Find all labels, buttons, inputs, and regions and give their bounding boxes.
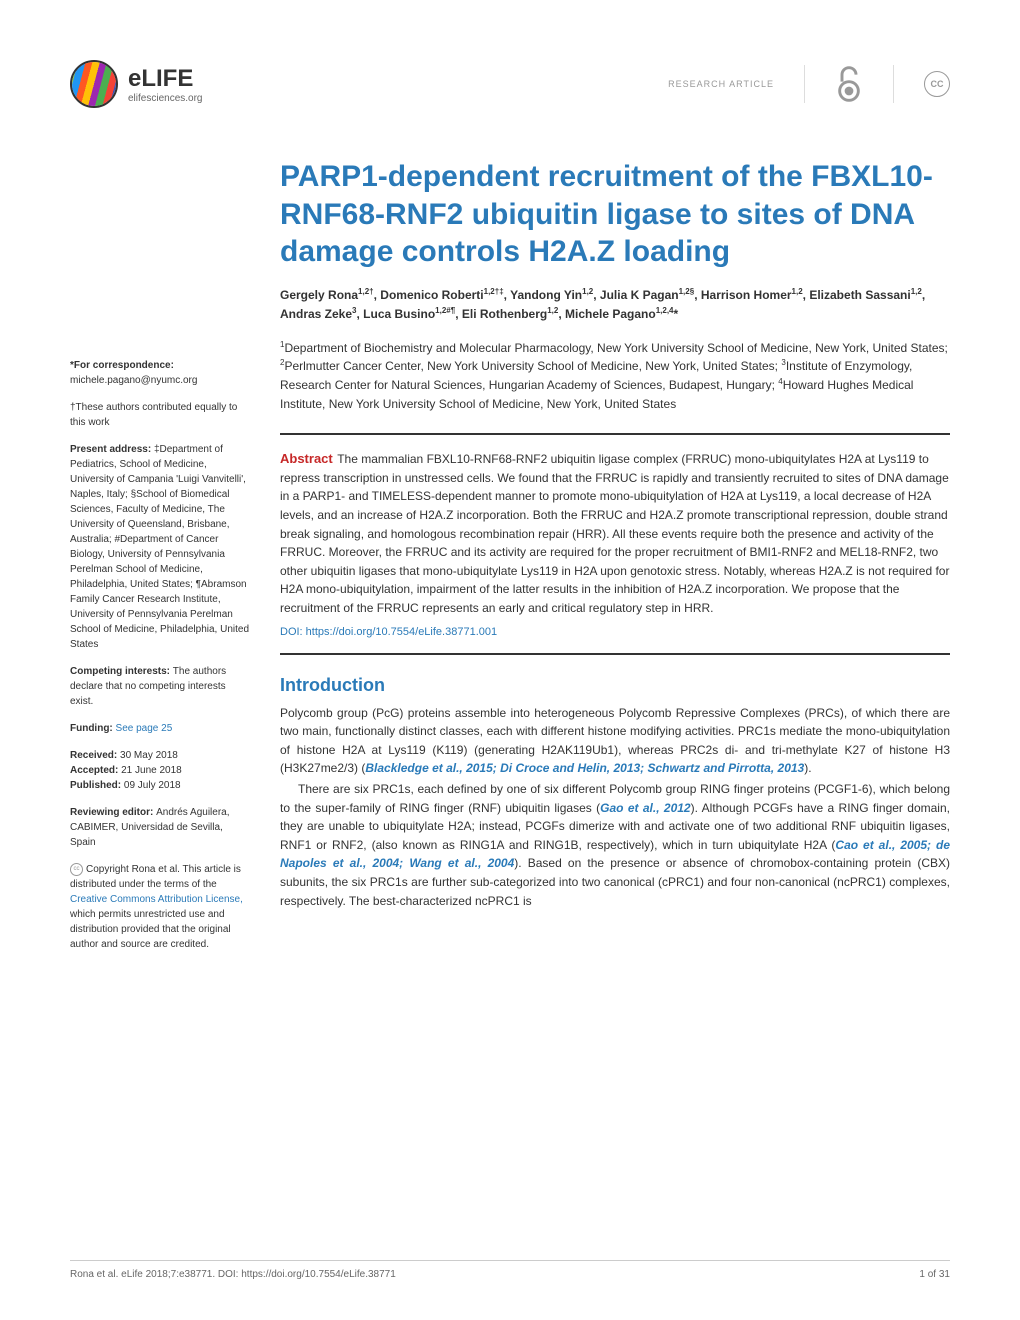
reviewing-label: Reviewing editor:	[70, 807, 156, 818]
copyright-text: Copyright Rona et al. This article is di…	[70, 864, 241, 890]
cc-license-link[interactable]: Creative Commons Attribution License,	[70, 894, 243, 905]
competing-interests: Competing interests: The authors declare…	[70, 664, 250, 709]
open-access-icon	[835, 65, 863, 103]
authors-list: Gergely Rona1,2†, Domenico Roberti1,2†‡,…	[280, 286, 950, 324]
footer-citation: Rona et al. eLife 2018;7:e38771. DOI: ht…	[70, 1269, 396, 1280]
page-header: eLIFE elifesciences.org RESEARCH ARTICLE…	[70, 60, 950, 108]
copyright-section: ccCopyright Rona et al. This article is …	[70, 862, 250, 952]
article-type-label: RESEARCH ARTICLE	[668, 79, 774, 89]
divider	[280, 433, 950, 435]
header-right: RESEARCH ARTICLE CC	[668, 65, 950, 103]
abstract-text: The mammalian FBXL10-RNF68-RNF2 ubiquiti…	[280, 452, 949, 615]
elife-logo-icon	[70, 60, 118, 108]
funding-section: Funding: See page 25	[70, 721, 250, 736]
published-label: Published:	[70, 780, 124, 791]
divider	[280, 653, 950, 655]
introduction-heading: Introduction	[280, 675, 950, 696]
article-title: PARP1-dependent recruitment of the FBXL1…	[280, 158, 950, 271]
logo-text: eLIFE elifesciences.org	[128, 65, 202, 104]
abstract-section: Abstract The mammalian FBXL10-RNF68-RNF2…	[280, 450, 950, 617]
brand-url[interactable]: elifesciences.org	[128, 93, 202, 104]
content-area: *For correspondence: michele.pagano@nyum…	[70, 158, 950, 964]
introduction-body: Polycomb group (PcG) proteins assemble i…	[280, 704, 950, 911]
correspondence-email[interactable]: michele.pagano@nyumc.org	[70, 373, 250, 388]
published-date: 09 July 2018	[124, 780, 181, 791]
received-label: Received:	[70, 750, 120, 761]
brand-name: eLIFE	[128, 65, 202, 93]
funding-link[interactable]: See page 25	[116, 723, 173, 734]
divider	[804, 65, 805, 103]
received-date: 30 May 2018	[120, 750, 178, 761]
sidebar: *For correspondence: michele.pagano@nyum…	[70, 158, 250, 964]
equal-contrib: †These authors contributed equally to th…	[70, 400, 250, 430]
cc-license-icon: CC	[924, 71, 950, 97]
logo-area: eLIFE elifesciences.org	[70, 60, 202, 108]
present-addr-label: Present address:	[70, 444, 154, 455]
dates-section: Received: 30 May 2018 Accepted: 21 June …	[70, 748, 250, 793]
accepted-date: 21 June 2018	[121, 765, 182, 776]
correspondence-section: *For correspondence: michele.pagano@nyum…	[70, 358, 250, 388]
affiliations-list: 1Department of Biochemistry and Molecula…	[280, 339, 950, 413]
copyright-rest: which permits unrestricted use and distr…	[70, 909, 231, 950]
doi-link[interactable]: DOI: https://doi.org/10.7554/eLife.38771…	[280, 626, 950, 638]
reviewing-editor: Reviewing editor: Andrés Aguilera, CABIM…	[70, 805, 250, 850]
present-addr-text: ‡Department of Pediatrics, School of Med…	[70, 444, 249, 650]
correspondence-label: *For correspondence:	[70, 358, 250, 373]
abstract-label: Abstract	[280, 451, 333, 466]
funding-label: Funding:	[70, 723, 116, 734]
main-content: PARP1-dependent recruitment of the FBXL1…	[280, 158, 950, 964]
ref-link[interactable]: Gao et al., 2012	[600, 801, 691, 815]
accepted-label: Accepted:	[70, 765, 121, 776]
present-address-section: Present address: ‡Department of Pediatri…	[70, 442, 250, 652]
ref-link[interactable]: Blackledge et al., 2015; Di Croce and He…	[365, 761, 804, 775]
intro-p1-end: ).	[804, 761, 811, 775]
footer-page-number: 1 of 31	[919, 1269, 950, 1280]
cc-mini-icon: cc	[70, 863, 83, 876]
divider	[893, 65, 894, 103]
competing-label: Competing interests:	[70, 666, 173, 677]
page-footer: Rona et al. eLife 2018;7:e38771. DOI: ht…	[70, 1260, 950, 1280]
